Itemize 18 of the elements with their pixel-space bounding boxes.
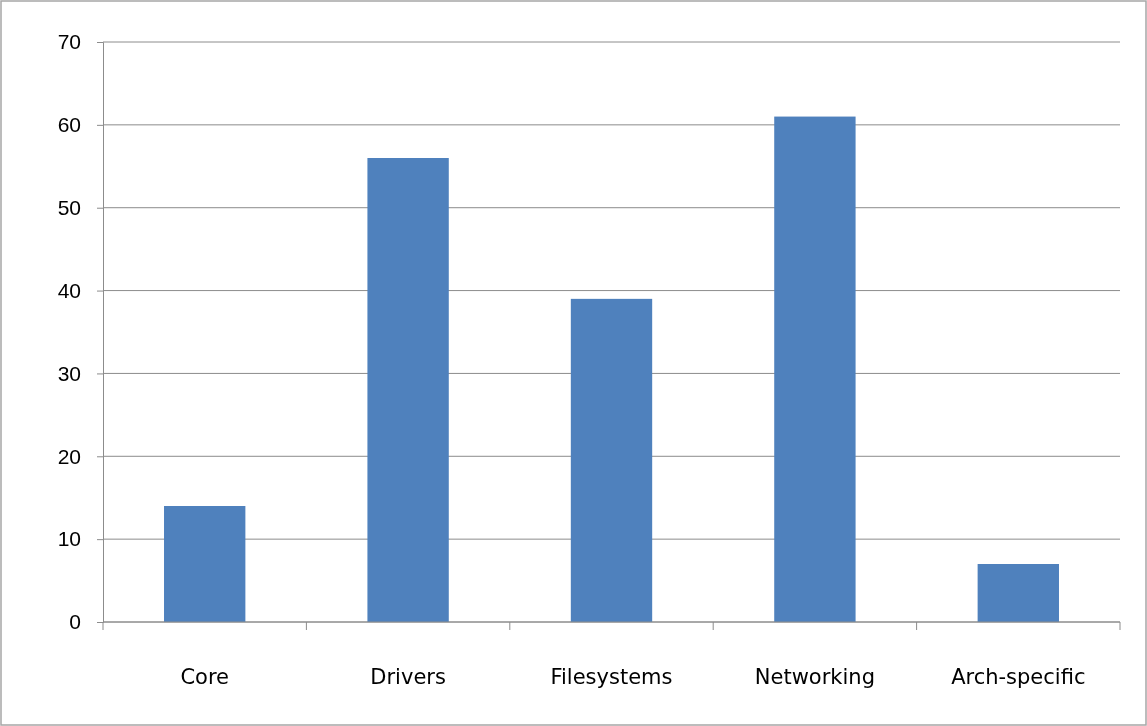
bar — [570, 298, 653, 622]
y-tick-label: 50 — [57, 195, 81, 219]
bar — [774, 116, 856, 622]
bar — [977, 564, 1059, 622]
y-tick-label: 70 — [57, 30, 81, 54]
bar — [164, 506, 246, 622]
x-tick-label: Filesystems — [550, 665, 673, 689]
y-tick-label: 10 — [57, 527, 81, 551]
x-tick-label: Drivers — [370, 665, 446, 689]
y-tick-label: 30 — [57, 361, 81, 385]
y-tick-label: 60 — [57, 113, 81, 137]
x-tick-label: Arch-specific — [951, 665, 1086, 689]
x-tick-label: Networking — [754, 665, 875, 689]
x-tick-label: Core — [180, 665, 229, 689]
y-tick-label: 40 — [57, 278, 81, 302]
y-tick-label: 20 — [57, 444, 81, 468]
bar — [367, 158, 449, 622]
y-tick-label: 0 — [69, 610, 81, 634]
